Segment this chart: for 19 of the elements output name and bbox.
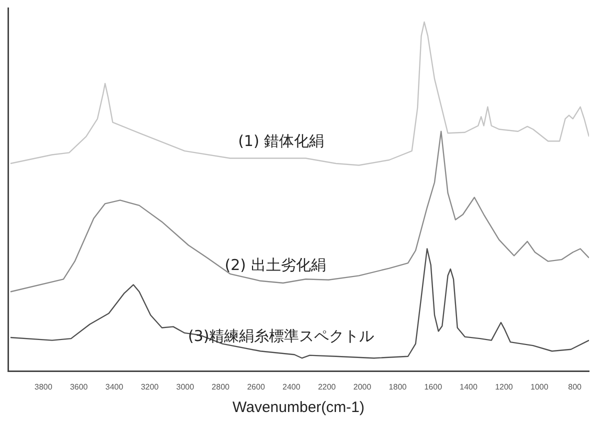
x-tick-label: 1000 <box>530 382 549 392</box>
x-tick-label: 2000 <box>353 382 372 392</box>
x-tick-label: 3000 <box>176 382 195 392</box>
x-axis-title: Wavenumber(cm-1) <box>232 399 364 416</box>
series-label: (2) 出土劣化絹 <box>224 256 326 274</box>
x-tick-label: 2600 <box>247 382 266 392</box>
x-tick-label: 2200 <box>318 382 336 392</box>
x-tick-label: 3600 <box>70 382 88 392</box>
x-tick-label: 800 <box>568 382 582 392</box>
x-tick-label: 3400 <box>105 382 124 392</box>
x-tick-label: 2800 <box>212 382 230 392</box>
x-tick-label: 2400 <box>282 382 301 392</box>
x-tick-label: 1600 <box>424 382 443 392</box>
x-tick-label: 3200 <box>140 382 160 392</box>
x-tick-label: 3800 <box>34 382 53 392</box>
x-tick-label: 1200 <box>495 382 514 392</box>
x-tick-label: 1400 <box>460 382 478 392</box>
x-tick-label: 1800 <box>388 382 408 392</box>
series-label: (1) 錯体化絹 <box>238 132 324 150</box>
